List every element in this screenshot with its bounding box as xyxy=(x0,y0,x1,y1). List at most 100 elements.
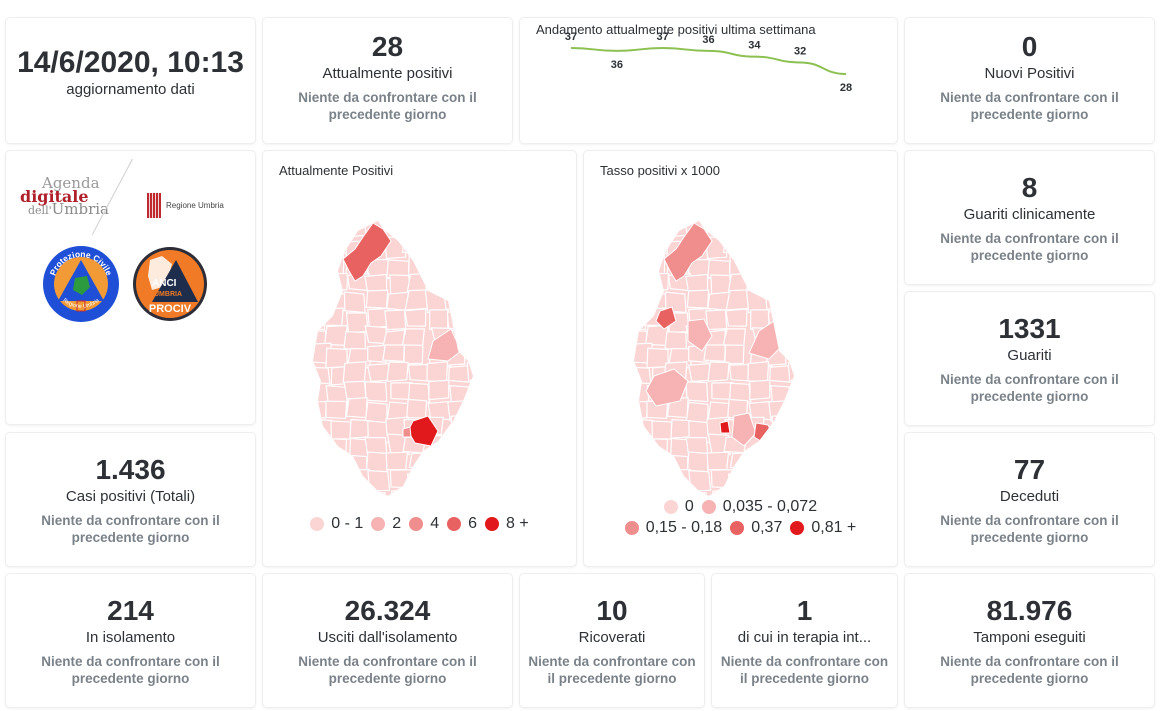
municipality[interactable] xyxy=(651,420,673,440)
municipality[interactable] xyxy=(423,255,446,276)
municipality[interactable] xyxy=(703,344,726,363)
municipality[interactable] xyxy=(631,418,654,440)
municipality[interactable] xyxy=(429,468,453,490)
municipality[interactable] xyxy=(729,255,752,277)
municipality[interactable] xyxy=(327,272,349,292)
municipality[interactable] xyxy=(789,472,812,496)
sparkline-point[interactable] xyxy=(661,46,665,50)
municipality[interactable] xyxy=(408,255,431,277)
municipality-highlighted[interactable] xyxy=(748,320,783,360)
municipality[interactable] xyxy=(645,437,669,460)
legend-item[interactable]: 0,15 - 0,18 xyxy=(624,519,722,537)
municipality[interactable] xyxy=(429,309,449,330)
municipality[interactable] xyxy=(428,379,450,401)
municipality[interactable] xyxy=(467,274,488,295)
municipality[interactable] xyxy=(746,272,769,293)
municipality[interactable] xyxy=(403,344,424,365)
municipality[interactable] xyxy=(766,274,789,296)
municipality-highlighted[interactable] xyxy=(655,306,677,330)
municipality[interactable] xyxy=(325,234,349,255)
legend-item[interactable]: 4 xyxy=(409,515,439,533)
municipality[interactable] xyxy=(669,468,692,489)
municipality[interactable] xyxy=(323,324,348,347)
municipality[interactable] xyxy=(348,468,371,489)
municipality[interactable] xyxy=(750,468,774,490)
municipality[interactable] xyxy=(304,308,326,331)
municipality[interactable] xyxy=(364,273,388,293)
municipality-highlighted[interactable] xyxy=(427,328,462,362)
municipality[interactable] xyxy=(367,344,388,363)
municipality[interactable] xyxy=(427,220,451,239)
municipality[interactable] xyxy=(646,234,670,255)
municipality[interactable] xyxy=(629,220,648,241)
municipality[interactable] xyxy=(311,272,333,292)
municipality[interactable] xyxy=(367,362,391,383)
municipality-highlighted[interactable] xyxy=(402,426,412,438)
municipality[interactable] xyxy=(728,473,751,496)
municipality[interactable] xyxy=(764,220,789,239)
municipality[interactable] xyxy=(345,397,368,419)
municipality[interactable] xyxy=(385,451,409,471)
legend-item[interactable]: 0,81 + xyxy=(790,519,856,537)
municipality[interactable] xyxy=(466,420,489,441)
municipality[interactable] xyxy=(764,289,787,311)
municipality[interactable] xyxy=(725,308,748,327)
municipality[interactable] xyxy=(748,220,772,239)
municipality[interactable] xyxy=(310,418,333,440)
municipality[interactable] xyxy=(330,420,352,440)
municipality[interactable] xyxy=(786,309,810,331)
municipality[interactable] xyxy=(449,455,473,474)
municipality[interactable] xyxy=(407,363,431,382)
municipality[interactable] xyxy=(389,469,414,489)
municipality[interactable] xyxy=(744,456,768,479)
legend-item[interactable]: 0,37 xyxy=(730,519,782,537)
municipality[interactable] xyxy=(309,256,330,278)
municipality[interactable] xyxy=(790,378,813,399)
municipality[interactable] xyxy=(426,360,449,383)
municipality-highlighted[interactable] xyxy=(719,420,731,434)
sparkline-point[interactable] xyxy=(707,49,711,53)
municipality[interactable] xyxy=(465,309,489,331)
municipality[interactable] xyxy=(765,254,789,274)
municipality[interactable] xyxy=(744,255,767,276)
municipality[interactable] xyxy=(467,436,490,457)
municipality[interactable] xyxy=(685,381,709,403)
municipality[interactable] xyxy=(425,235,448,255)
municipality[interactable] xyxy=(322,307,344,327)
municipality-highlighted[interactable] xyxy=(687,318,713,352)
municipality[interactable] xyxy=(384,309,407,331)
municipality[interactable] xyxy=(347,488,369,509)
municipality[interactable] xyxy=(710,469,735,489)
umbria-choropleth-map[interactable] xyxy=(263,201,576,531)
municipality[interactable] xyxy=(365,289,389,309)
municipality[interactable] xyxy=(324,452,349,472)
municipality[interactable] xyxy=(724,220,747,242)
municipality[interactable] xyxy=(327,220,350,239)
municipality[interactable] xyxy=(322,255,345,277)
municipality[interactable] xyxy=(449,234,471,252)
municipality[interactable] xyxy=(323,490,347,511)
municipality[interactable] xyxy=(645,452,670,472)
legend-item[interactable]: 0 - 1 xyxy=(310,515,363,533)
municipality[interactable] xyxy=(308,220,327,241)
municipality[interactable] xyxy=(769,365,792,383)
municipality[interactable] xyxy=(404,308,427,327)
municipality[interactable] xyxy=(345,312,369,334)
sparkline-point[interactable] xyxy=(615,49,619,53)
sparkline-point[interactable] xyxy=(569,46,573,50)
municipality[interactable] xyxy=(765,469,787,491)
municipality[interactable] xyxy=(464,222,487,241)
municipality[interactable] xyxy=(443,289,466,311)
municipality[interactable] xyxy=(470,453,494,474)
municipality[interactable] xyxy=(788,436,811,457)
municipality[interactable] xyxy=(722,233,746,255)
municipality[interactable] xyxy=(686,289,710,309)
municipality[interactable] xyxy=(746,235,769,255)
municipality[interactable] xyxy=(425,272,448,293)
municipality-highlighted[interactable] xyxy=(342,222,392,282)
municipality[interactable] xyxy=(630,452,653,473)
municipality[interactable] xyxy=(326,473,351,494)
municipality[interactable] xyxy=(648,272,670,292)
municipality[interactable] xyxy=(685,273,709,293)
municipality[interactable] xyxy=(643,255,666,277)
